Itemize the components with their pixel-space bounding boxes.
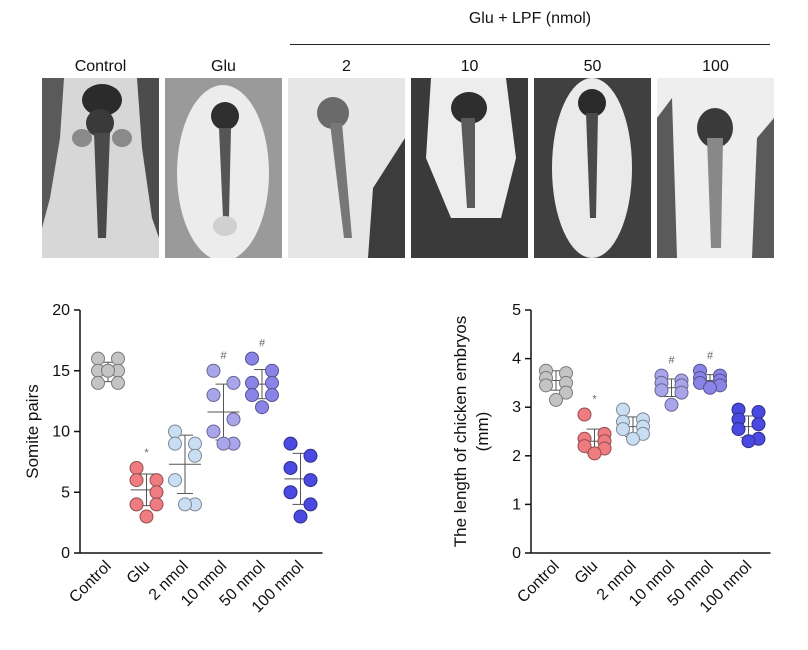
embryo-image-glu (165, 78, 282, 258)
embryo-image-10nmol (411, 78, 528, 258)
length-point (741, 434, 756, 449)
length-point (549, 392, 563, 407)
somite-y-tick-label: 5 (61, 484, 70, 501)
embryo-image-2nmol (288, 78, 405, 258)
somite-point (283, 485, 298, 500)
length-y-tick-label: 5 (512, 302, 521, 319)
somite-point (111, 351, 125, 366)
somite-point (129, 460, 144, 475)
panel-label-glu: Glu (211, 58, 236, 75)
length-y-tick-label: 1 (512, 496, 521, 513)
somite-y-label: Somite pairs (23, 384, 42, 478)
panel-label-50: 50 (583, 58, 602, 75)
somite-point (303, 497, 318, 512)
length-point (731, 422, 746, 437)
somite-point (168, 473, 182, 488)
somite-point (293, 509, 308, 524)
length-point (539, 378, 553, 393)
somite-point (283, 436, 298, 451)
somite-point (265, 375, 279, 390)
somite-point (206, 424, 221, 439)
length-point (616, 402, 630, 417)
length-significance-mark: # (707, 350, 714, 362)
somite-point (129, 497, 144, 512)
somite-point (245, 351, 259, 366)
group-label: Glu + LPF (nmol) (468, 10, 592, 27)
somite-point (101, 363, 115, 378)
length-point (559, 385, 573, 400)
length-x-tick-label: Glu (572, 558, 602, 588)
length-y-tick-label: 4 (512, 351, 521, 368)
somite-point (149, 485, 164, 500)
length-y-label-line: The length of chicken embryos (451, 316, 470, 548)
length-point (587, 446, 602, 461)
embryo-image-100nmol (657, 78, 774, 258)
somite-point (303, 473, 318, 488)
length-point (577, 439, 592, 454)
somite-y-tick-label: 15 (52, 363, 70, 380)
somite-point (283, 460, 298, 475)
length-point (703, 380, 717, 395)
somite-point (188, 448, 202, 463)
somite-y-tick-label: 0 (61, 545, 70, 562)
somite-point (206, 388, 221, 403)
somite-y-tick-label: 10 (52, 424, 70, 441)
somite-point (206, 363, 221, 378)
length-point (751, 405, 766, 420)
somite-point (265, 363, 279, 378)
length-y-tick-label: 0 (512, 545, 521, 562)
somite-point (255, 400, 269, 415)
somite-point (216, 436, 231, 451)
embryo-image-50nmol (534, 78, 651, 258)
somite-point (149, 497, 164, 512)
group-bracket-line (290, 44, 770, 45)
somite-significance-mark: # (220, 350, 227, 362)
somite-point (129, 473, 144, 488)
panel-label-100: 100 (702, 58, 729, 75)
length-y-tick-label: 3 (512, 399, 521, 416)
somite-point (303, 448, 318, 463)
somite-y-tick-label: 20 (52, 302, 70, 319)
somite-x-tick-label: Glu (124, 558, 154, 588)
length-point (626, 431, 640, 446)
somite-point (245, 375, 259, 390)
embryo-image-control (42, 78, 159, 258)
panel-label-10: 10 (460, 58, 479, 75)
length-significance-mark: * (592, 393, 597, 405)
somite-significance-mark: # (259, 338, 266, 350)
length-y-tick-label: 2 (512, 448, 521, 465)
somite-point (168, 424, 182, 439)
somite-point (149, 473, 164, 488)
panel-label-control: Control (74, 58, 127, 75)
length-point (751, 417, 766, 432)
somite-point (188, 436, 202, 451)
somite-point (139, 509, 154, 524)
somite-x-tick-label: Control (66, 558, 114, 606)
somite-point (265, 388, 279, 403)
length-point (674, 385, 689, 400)
length-x-tick-label: Control (514, 558, 562, 606)
panel-label-2: 2 (342, 58, 351, 75)
length-significance-mark: # (668, 355, 675, 367)
somite-point (91, 375, 105, 390)
length-y-label-line: (mm) (473, 412, 492, 452)
somite-significance-mark: * (144, 447, 149, 459)
somite-point (111, 375, 125, 390)
somite-point (226, 375, 241, 390)
somite-point (226, 412, 241, 427)
length-point (577, 407, 592, 422)
somite-point (168, 436, 182, 451)
length-point (664, 397, 679, 412)
somite-point (91, 351, 105, 366)
length-point (654, 383, 669, 398)
somite-point (245, 388, 259, 403)
length-point (616, 422, 630, 437)
somite-point (178, 497, 192, 512)
length-y-label: The length of chicken embryos (mm) (451, 316, 492, 548)
